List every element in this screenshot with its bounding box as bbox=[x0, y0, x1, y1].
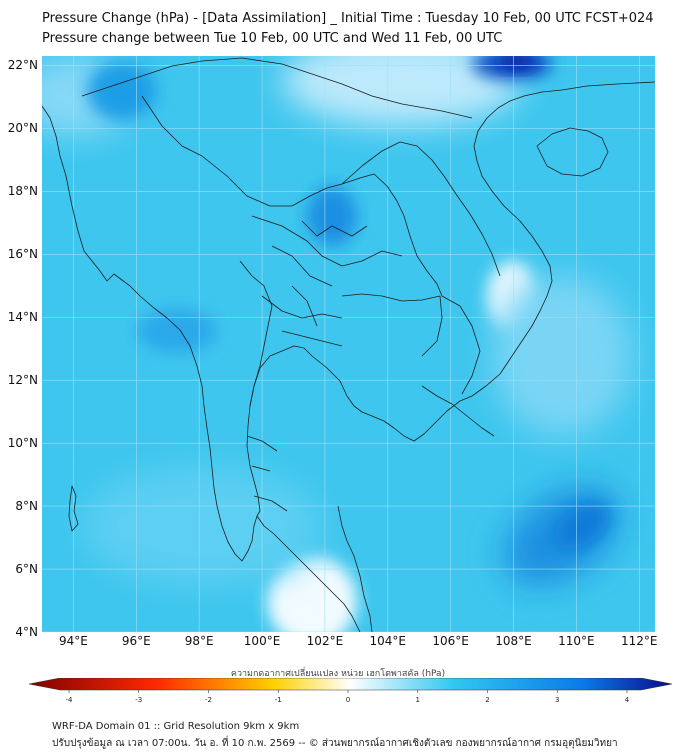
border-thailand-cambodia bbox=[341, 293, 443, 357]
dark-patch-myanmar-north bbox=[87, 61, 157, 121]
andaman-islands bbox=[68, 485, 79, 532]
thai-provinces-central bbox=[261, 285, 343, 347]
lon-label: 104°E bbox=[369, 634, 407, 648]
lon-label: 96°E bbox=[121, 634, 151, 648]
lat-label: 20°N bbox=[7, 121, 38, 136]
coastline-myanmar-west bbox=[42, 105, 258, 562]
thai-provinces-north bbox=[251, 215, 403, 287]
colorbar-body bbox=[28, 678, 673, 691]
dark-patch-northeast bbox=[307, 186, 357, 246]
dark-patch-top-right-core bbox=[499, 56, 535, 69]
lat-label: 12°N bbox=[7, 373, 38, 388]
pressure-change-map bbox=[42, 56, 655, 632]
chart-title: Pressure Change (hPa) - [Data Assimilati… bbox=[42, 11, 654, 26]
lon-label: 98°E bbox=[184, 634, 214, 648]
colorbar-tick-label: 4 bbox=[625, 696, 630, 704]
footer-credit: ปรับปรุงข้อมูล ณ เวลา 07:00น. วัน อ. ที่… bbox=[52, 738, 618, 749]
lat-label: 6°N bbox=[15, 562, 38, 577]
lat-label: 22°N bbox=[7, 58, 38, 73]
colorbar-ticks: -4 -3 -2 -1 0 1 2 3 4 bbox=[66, 690, 630, 704]
border-thailand-laos bbox=[291, 173, 443, 297]
border-cambodia-vietnam bbox=[441, 295, 481, 395]
coastline-malay-peninsula bbox=[256, 515, 361, 632]
chart-subtitle: Pressure change between Tue 10 Feb, 00 U… bbox=[42, 31, 503, 46]
lon-label: 102°E bbox=[306, 634, 344, 648]
colorbar-tick-label: 0 bbox=[346, 696, 350, 704]
colorbar-tick-label: 2 bbox=[485, 696, 489, 704]
lon-label: 112°E bbox=[621, 634, 658, 648]
mekong-delta bbox=[421, 385, 495, 437]
colorbar-tick-label: -3 bbox=[135, 696, 142, 704]
light-patch-north bbox=[282, 56, 522, 126]
border-thailand-myanmar bbox=[239, 260, 273, 407]
coastline-gulf-of-thailand bbox=[246, 81, 655, 517]
lon-label: 94°E bbox=[58, 634, 88, 648]
hainan-island bbox=[536, 127, 609, 177]
coastlines-and-borders bbox=[42, 57, 655, 632]
lat-label: 18°N bbox=[7, 184, 38, 199]
light-patch-south bbox=[267, 556, 357, 632]
colorbar-tick-label: 3 bbox=[555, 696, 559, 704]
lon-label: 106°E bbox=[432, 634, 469, 648]
lat-label: 10°N bbox=[7, 436, 38, 451]
border-myanmar-interior bbox=[141, 95, 292, 207]
border-laos-vietnam bbox=[341, 141, 501, 277]
lat-label: 8°N bbox=[15, 499, 38, 514]
colorbar-title: ความกดอากาศเปลี่ยนแปลง หน่วย เฮกโตพาสคัล… bbox=[230, 669, 446, 679]
lat-label: 14°N bbox=[7, 310, 38, 325]
lat-lon-gridlines bbox=[42, 56, 655, 632]
lat-label: 4°N bbox=[15, 625, 38, 639]
colorbar-tick-label: -2 bbox=[205, 696, 212, 704]
colorbar-tick-label: -1 bbox=[275, 696, 282, 704]
colorbar: -4 -3 -2 -1 0 1 2 3 4 bbox=[28, 678, 673, 704]
coastline-malay-east bbox=[337, 505, 373, 632]
footer-model-info: WRF-DA Domain 01 :: Grid Resolution 9km … bbox=[52, 721, 300, 732]
lon-label: 110°E bbox=[558, 634, 595, 648]
light-patch-east bbox=[492, 276, 632, 436]
colorbar-tick-label: -4 bbox=[66, 696, 74, 704]
colorbar-tick-label: 1 bbox=[416, 696, 420, 704]
lon-label: 100°E bbox=[243, 634, 281, 648]
lat-label: 16°N bbox=[7, 247, 38, 262]
dark-patch-west bbox=[137, 309, 217, 353]
light-patch-south-center bbox=[82, 466, 322, 586]
lon-label: 108°E bbox=[495, 634, 532, 648]
thai-provinces-south bbox=[246, 435, 288, 512]
darkest-patch-southeast bbox=[555, 503, 609, 549]
border-china-south bbox=[81, 57, 473, 119]
